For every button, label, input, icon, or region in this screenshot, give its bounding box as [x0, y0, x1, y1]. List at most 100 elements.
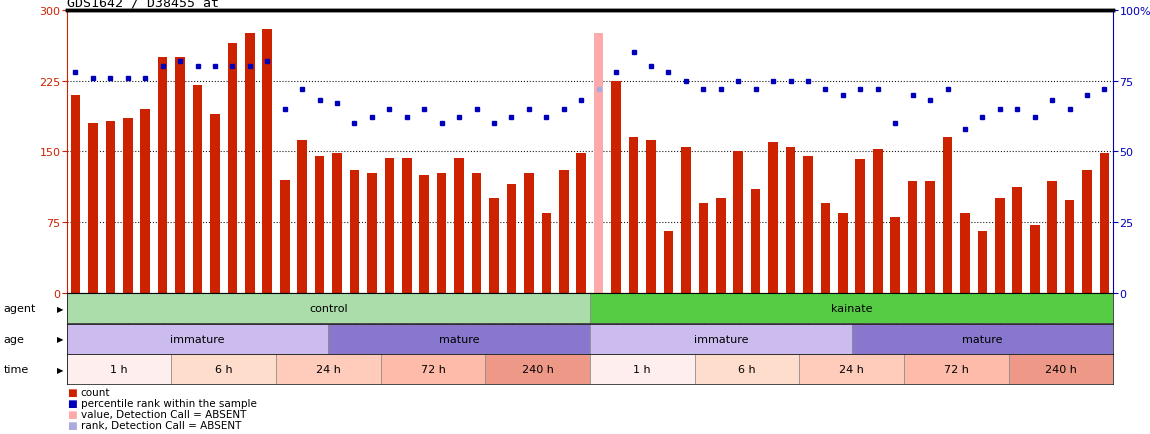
Text: ■: ■: [67, 398, 76, 408]
Bar: [593, 34, 604, 293]
Text: ■: ■: [67, 409, 76, 419]
Bar: [926, 182, 935, 293]
Bar: [485, 355, 590, 384]
Text: count: count: [81, 387, 110, 397]
Bar: [856, 159, 865, 293]
Bar: [67, 355, 171, 384]
Bar: [803, 157, 813, 293]
Bar: [276, 355, 381, 384]
Bar: [67, 294, 590, 323]
Text: 1 h: 1 h: [634, 365, 651, 374]
Text: 24 h: 24 h: [316, 365, 340, 374]
Bar: [489, 199, 499, 293]
Bar: [681, 147, 691, 293]
Text: time: time: [3, 365, 29, 374]
Bar: [298, 141, 307, 293]
Bar: [1030, 225, 1040, 293]
Bar: [1082, 171, 1091, 293]
Bar: [698, 204, 708, 293]
Bar: [1065, 201, 1074, 293]
Bar: [106, 122, 115, 293]
Bar: [576, 154, 586, 293]
Bar: [751, 190, 760, 293]
Bar: [664, 232, 673, 293]
Bar: [590, 324, 851, 354]
Bar: [768, 142, 777, 293]
Bar: [978, 232, 987, 293]
Bar: [734, 152, 743, 293]
Bar: [629, 138, 638, 293]
Bar: [158, 58, 168, 293]
Text: kainate: kainate: [830, 304, 873, 313]
Bar: [785, 147, 796, 293]
Text: GDS1642 / D38455_at: GDS1642 / D38455_at: [67, 0, 218, 9]
Bar: [821, 204, 830, 293]
Bar: [907, 182, 918, 293]
Text: rank, Detection Call = ABSENT: rank, Detection Call = ABSENT: [81, 420, 240, 430]
Text: 6 h: 6 h: [215, 365, 232, 374]
Bar: [381, 355, 485, 384]
Bar: [67, 324, 329, 354]
Text: 24 h: 24 h: [840, 365, 864, 374]
Bar: [1012, 187, 1022, 293]
Bar: [210, 114, 220, 293]
Text: 6 h: 6 h: [738, 365, 756, 374]
Bar: [437, 174, 446, 293]
Text: percentile rank within the sample: percentile rank within the sample: [81, 398, 256, 408]
Bar: [367, 174, 377, 293]
Bar: [873, 150, 882, 293]
Bar: [123, 119, 132, 293]
Bar: [838, 213, 848, 293]
Bar: [695, 355, 799, 384]
Bar: [171, 355, 276, 384]
Text: mature: mature: [963, 334, 1003, 344]
Text: immature: immature: [170, 334, 224, 344]
Bar: [350, 171, 359, 293]
Bar: [245, 34, 254, 293]
Bar: [904, 355, 1009, 384]
Bar: [89, 124, 98, 293]
Bar: [960, 213, 969, 293]
Bar: [890, 218, 900, 293]
Bar: [384, 158, 394, 293]
Bar: [646, 141, 656, 293]
Bar: [315, 157, 324, 293]
Bar: [1048, 182, 1057, 293]
Text: 240 h: 240 h: [522, 365, 553, 374]
Text: 72 h: 72 h: [944, 365, 968, 374]
Bar: [175, 58, 185, 293]
Bar: [402, 158, 412, 293]
Bar: [590, 355, 695, 384]
Text: control: control: [309, 304, 347, 313]
Text: value, Detection Call = ABSENT: value, Detection Call = ABSENT: [81, 409, 246, 419]
Bar: [140, 110, 150, 293]
Text: age: age: [3, 334, 24, 344]
Bar: [70, 95, 80, 293]
Text: ▶: ▶: [56, 335, 63, 343]
Bar: [228, 44, 237, 293]
Bar: [454, 158, 463, 293]
Bar: [193, 86, 202, 293]
Bar: [524, 174, 534, 293]
Bar: [851, 324, 1113, 354]
Bar: [420, 175, 429, 293]
Text: immature: immature: [693, 334, 748, 344]
Bar: [1009, 355, 1113, 384]
Text: 240 h: 240 h: [1045, 365, 1076, 374]
Bar: [262, 30, 273, 293]
Bar: [1099, 154, 1110, 293]
Bar: [507, 185, 516, 293]
Text: 72 h: 72 h: [421, 365, 445, 374]
Bar: [542, 213, 551, 293]
Text: ▶: ▶: [56, 304, 63, 313]
Bar: [329, 324, 590, 354]
Bar: [559, 171, 568, 293]
Text: ■: ■: [67, 420, 76, 430]
Text: mature: mature: [439, 334, 480, 344]
Bar: [716, 199, 726, 293]
Text: ■: ■: [67, 387, 76, 397]
Bar: [332, 154, 342, 293]
Bar: [472, 174, 482, 293]
Bar: [590, 294, 1113, 323]
Bar: [279, 180, 290, 293]
